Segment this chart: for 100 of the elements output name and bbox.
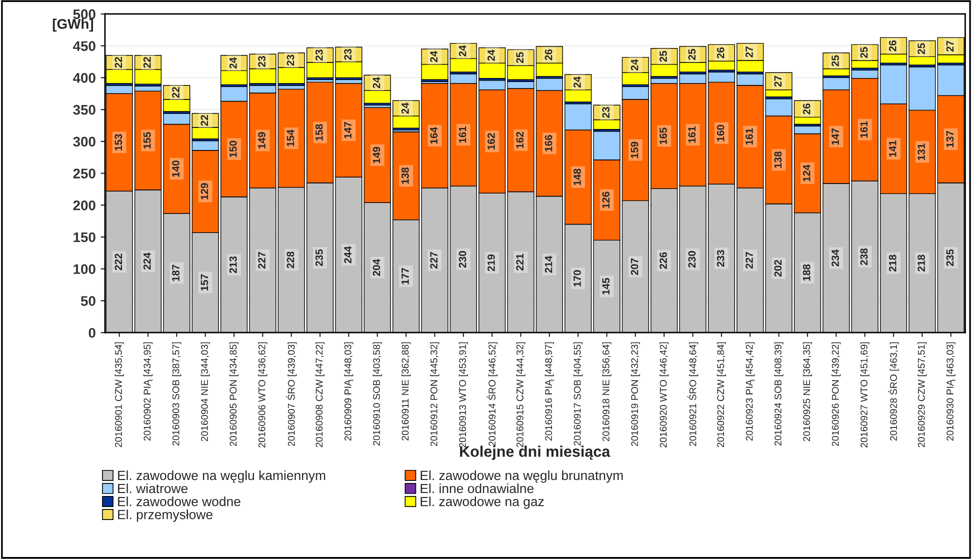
data-label: 170 xyxy=(574,270,581,286)
data-label: 24 xyxy=(430,50,438,62)
data-label: 150 xyxy=(229,140,237,158)
x-tick-label: 20160927 WTO [451,69] xyxy=(860,342,870,448)
x-tick-label: 20160909 PIĄ [448,03] xyxy=(344,342,354,441)
x-tick-label: 20160917 SOB [404,55] xyxy=(574,342,583,446)
y-tick-label: 0 xyxy=(88,328,96,338)
legend-label: El. zawodowe na gaz xyxy=(420,496,544,509)
data-label: 22 xyxy=(114,57,122,68)
data-label: 155 xyxy=(144,132,151,149)
x-axis-title: Kolejne dni miesiąca xyxy=(460,446,610,460)
data-label: 153 xyxy=(114,134,122,150)
data-label: 147 xyxy=(832,128,839,145)
y-tick-label: 500 xyxy=(73,9,96,20)
data-label: 124 xyxy=(802,164,810,182)
data-label: 26 xyxy=(888,40,896,52)
data-label: 22 xyxy=(143,57,151,68)
legend-label: El. inne odnawialne xyxy=(420,483,534,494)
data-label: 25 xyxy=(688,48,696,60)
y-tick-label: 150 xyxy=(74,232,96,242)
y-axis-title: [GWh] xyxy=(52,18,94,32)
data-label: 23 xyxy=(286,54,294,66)
data-label: 165 xyxy=(660,128,667,144)
x-tick-label: 20160918 NIE [356,64] xyxy=(602,342,612,442)
x-tick-label: 20160910 SOB [403,58] xyxy=(372,342,382,446)
x-tick-label: 20160911 NIE [362,88] xyxy=(402,342,411,440)
x-tick-label: 20160903 SOB [387,57] xyxy=(172,342,182,446)
data-label: 145 xyxy=(602,278,610,294)
data-label: 26 xyxy=(716,47,724,58)
data-label: 137 xyxy=(946,130,954,148)
x-tick-label: 20160928 ŚRO [463,1] xyxy=(888,342,899,441)
data-label: 129 xyxy=(200,183,208,200)
data-label: 230 xyxy=(458,251,466,268)
x-tick-label: 20160921 ŚRO [448,64] xyxy=(687,342,698,446)
x-tick-label: 20160912 PON [445,32] xyxy=(430,342,440,446)
data-label: 157 xyxy=(200,274,208,291)
data-label: 160 xyxy=(716,124,724,142)
data-label: 154 xyxy=(286,130,294,146)
x-tick-label: 20160906 WTO [436,62] xyxy=(258,342,268,448)
x-tick-label: 20160925 NIE [364,35] xyxy=(802,342,812,442)
legend-label: El. wiatrowe xyxy=(118,483,188,494)
data-label: 147 xyxy=(344,122,352,138)
data-label: 24 xyxy=(229,57,237,68)
data-label: 24 xyxy=(574,76,581,88)
y-tick-label: 350 xyxy=(73,104,96,115)
data-label: 204 xyxy=(372,258,380,276)
data-label: 238 xyxy=(860,248,868,266)
data-label: 164 xyxy=(430,127,438,144)
data-label: 148 xyxy=(574,168,581,186)
data-label: 162 xyxy=(516,132,524,148)
data-label: 213 xyxy=(229,256,237,274)
data-label: 244 xyxy=(344,246,352,264)
data-label: 214 xyxy=(544,256,552,273)
x-tick-label: 20160919 PON [432,23] xyxy=(630,342,640,446)
data-label: 22 xyxy=(200,115,208,126)
y-tick-label: 250 xyxy=(73,168,96,178)
x-tick-label: 20160915 CZW [444,32] xyxy=(516,342,526,448)
y-tick-label: 50 xyxy=(80,296,96,306)
x-tick-label: 20160908 CZW [447,22] xyxy=(316,342,325,448)
data-label: 161 xyxy=(458,126,466,143)
data-label: 230 xyxy=(688,251,696,268)
data-label: 24 xyxy=(630,59,638,70)
y-tick-label: 200 xyxy=(73,200,96,210)
y-tick-label: 100 xyxy=(74,264,96,274)
legend-label: El. zawodowe na węglu kamiennym xyxy=(118,470,326,483)
x-tick-label: 20160907 ŚRO [439,03] xyxy=(286,342,297,446)
x-tick-label: 20160922 CZW [451,84] xyxy=(716,342,726,448)
data-label: 222 xyxy=(114,254,122,270)
x-tick-label: 20160929 CZW [457,51] xyxy=(918,342,927,448)
y-tick-label: 400 xyxy=(72,73,96,83)
data-label: 131 xyxy=(918,144,925,160)
data-label: 235 xyxy=(315,249,323,266)
data-label: 221 xyxy=(516,254,524,271)
data-label: 23 xyxy=(344,49,352,60)
data-label: 26 xyxy=(544,49,552,60)
data-label: 149 xyxy=(372,146,380,164)
data-label: 227 xyxy=(430,252,438,269)
data-label: 140 xyxy=(172,160,180,177)
y-tick-label: 450 xyxy=(72,41,96,52)
x-tick-label: 20160916 PIĄ [448,97] xyxy=(544,342,554,441)
data-label: 126 xyxy=(602,192,610,208)
data-label: 161 xyxy=(746,128,753,145)
data-label: 158 xyxy=(315,124,323,141)
data-label: 27 xyxy=(774,76,782,87)
data-label: 141 xyxy=(889,140,896,157)
legend-label: El. przemysłowe xyxy=(118,510,212,522)
legend-label: El. zawodowe wodne xyxy=(118,496,240,506)
data-label: 227 xyxy=(746,252,753,269)
data-label: 26 xyxy=(802,104,810,114)
x-tick-label: 20160920 WTO [446,42] xyxy=(660,342,669,448)
data-label: 207 xyxy=(630,258,638,275)
data-label: 25 xyxy=(660,50,667,62)
data-label: 227 xyxy=(258,252,266,269)
data-label: 187 xyxy=(172,264,180,282)
data-label: 24 xyxy=(487,50,495,61)
data-label: 138 xyxy=(774,152,782,168)
x-tick-label: 20160930 PIĄ [463,03] xyxy=(946,342,956,441)
data-label: 25 xyxy=(918,43,925,54)
x-tick-label: 20160901 CZW [435,54] xyxy=(114,342,124,448)
data-label: 138 xyxy=(401,167,409,184)
